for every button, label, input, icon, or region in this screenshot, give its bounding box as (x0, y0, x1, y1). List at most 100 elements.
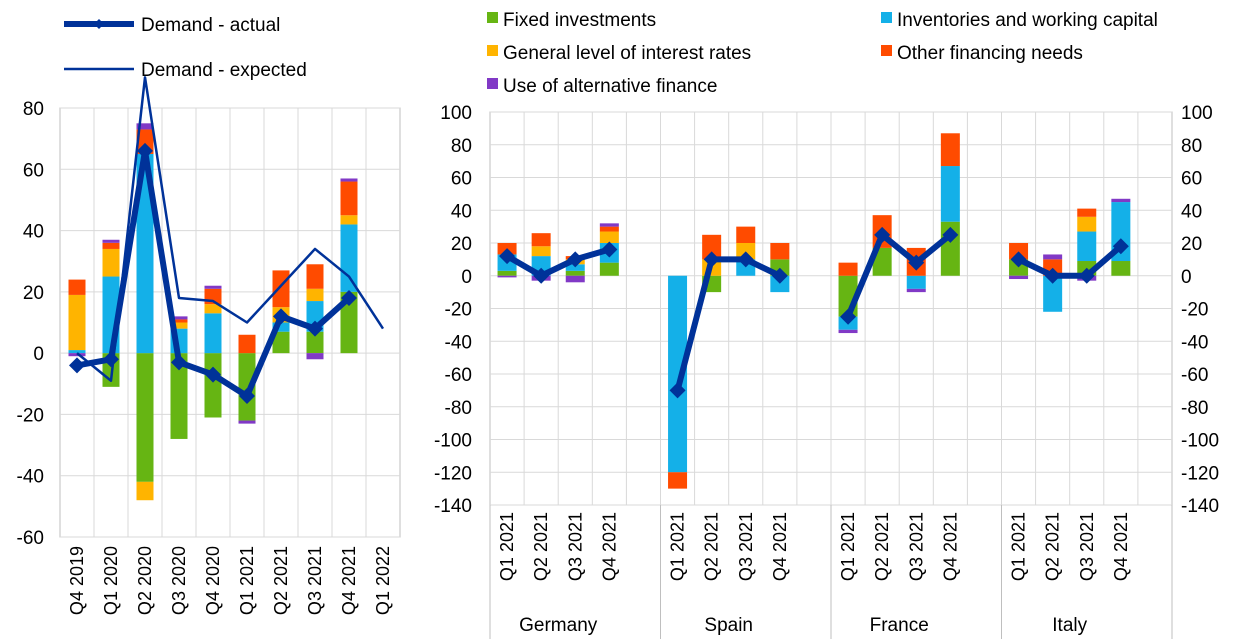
left-y-tick-label: -60 (17, 528, 44, 549)
right-y-tick-label-left: -20 (445, 300, 472, 321)
left-y-tick-label: 20 (23, 283, 44, 304)
right-spain-2-bar-interest (736, 243, 756, 260)
right-y-tick-label-right: 0 (1181, 267, 1192, 288)
left-actual-marker (103, 351, 119, 368)
right-group-label-italy: Italy (1052, 615, 1087, 636)
right-italy-x-category-label: Q2 2021 (1043, 512, 1063, 581)
left-x-category-label: Q2 2021 (271, 546, 291, 615)
right-germany-actual-marker (567, 251, 584, 268)
left-y-tick-label: 40 (23, 222, 44, 243)
left-x-category-label: Q1 2021 (237, 546, 257, 615)
left-1-bar-interest (102, 248, 120, 277)
right-group-label-germany: Germany (519, 615, 598, 636)
right-y-tick-label-left: 40 (451, 201, 472, 222)
left-expected-line (76, 76, 385, 382)
right-italy-actual-marker (1010, 251, 1027, 268)
right-spain-0-bar-other (668, 472, 688, 489)
right-y-tick-label-right: 20 (1181, 234, 1202, 255)
left-7-bar-alternative (306, 353, 324, 360)
right-germany-2-bar-inventories (565, 264, 585, 271)
right-y-tick-label-right: -60 (1181, 365, 1208, 386)
left-0-bar-other (68, 279, 86, 295)
left-x-category-label: Q4 2021 (339, 546, 359, 615)
left-4-bar-fixed (204, 353, 222, 418)
right-spain-2-bar-other (736, 226, 756, 243)
left-8-bar-inventories (340, 224, 358, 292)
right-spain-actual-marker (771, 267, 788, 284)
right-y-tick-label-right: -140 (1181, 496, 1219, 517)
legend-label-interest: General level of interest rates (503, 43, 751, 64)
right-y-tick-label-right: 80 (1181, 136, 1202, 157)
right-italy-actual-marker (1112, 238, 1129, 255)
right-y-tick-label-left: -100 (434, 431, 472, 452)
right-y-tick-label-right: -100 (1181, 431, 1219, 452)
legend-label-inventories: Inventories and working capital (897, 10, 1158, 31)
right-france-actual-line (845, 231, 953, 318)
left-y-tick-label: 0 (33, 344, 44, 365)
legend-swatch-other (881, 45, 892, 56)
right-italy-2-bar-interest (1077, 216, 1097, 232)
right-y-tick-label-left: -120 (434, 463, 472, 484)
legend-label-alternative: Use of alternative finance (503, 76, 717, 97)
right-germany-0-bar-fixed (497, 270, 517, 276)
left-2-bar-inventories (136, 153, 154, 354)
right-y-tick-label-left: -140 (434, 496, 472, 517)
right-france-actual-marker (874, 226, 891, 243)
legend-swatch-inventories (881, 12, 892, 23)
right-italy-actual-line (1017, 244, 1123, 279)
left-y-tick-label: -40 (17, 467, 44, 488)
legend-label-fixed: Fixed investments (503, 10, 656, 31)
left-0-bar-interest (68, 294, 86, 351)
right-germany-actual-line (505, 246, 611, 279)
right-france-3-bar-other (940, 133, 960, 167)
right-y-tick-label-right: -120 (1181, 463, 1219, 484)
left-1-bar-alternative (102, 239, 120, 243)
right-germany-x-category-label: Q4 2021 (599, 512, 619, 581)
right-germany-3-bar-fixed (599, 262, 619, 276)
right-italy-x-category-label: Q1 2021 (1009, 512, 1029, 581)
right-france-2-bar-alternative (906, 288, 926, 293)
right-y-tick-label-left: 20 (451, 234, 472, 255)
right-italy-0-bar-alternative (1009, 275, 1029, 280)
left-3-bar-interest (170, 322, 188, 329)
left-6-bar-fixed (272, 331, 290, 354)
left-x-category-label: Q3 2020 (169, 546, 189, 615)
legend-actual-marker (94, 19, 104, 29)
left-x-category-label: Q4 2020 (203, 546, 223, 615)
right-italy-1-bar-alternative (1043, 254, 1063, 260)
right-spain-x-category-label: Q2 2021 (702, 512, 722, 581)
right-france-actual-marker (942, 226, 959, 243)
right-y-tick-label-left: 60 (451, 169, 472, 190)
left-actual-marker (341, 289, 357, 306)
right-italy-3-bar-alternative (1111, 198, 1131, 203)
right-spain-3-bar-inventories (770, 275, 790, 293)
right-spain-actual-line (674, 256, 782, 392)
right-y-tick-label-right: -40 (1181, 332, 1208, 353)
left-4-bar-inventories (204, 313, 222, 354)
right-germany-3-bar-interest (599, 231, 619, 243)
left-2-bar-alternative (136, 123, 154, 130)
right-france-actual-marker (908, 254, 925, 271)
right-spain-actual-marker (669, 382, 686, 399)
right-germany-1-bar-interest (531, 246, 551, 257)
left-x-category-label: Q2 2020 (135, 546, 155, 615)
right-italy-actual-marker (1044, 267, 1061, 284)
right-france-actual-marker (840, 308, 857, 325)
right-germany-actual-marker (601, 241, 618, 258)
left-actual-marker (137, 142, 153, 159)
left-actual-marker (69, 357, 85, 374)
right-panel-chart: -140 -140 -120 -120 -100 -100 -80 -80 -60 -60 -40 -… (434, 103, 1219, 639)
right-france-1-bar-fixed (872, 247, 892, 276)
left-y-tick-label: 60 (23, 160, 44, 181)
left-x-category-label: Q1 2022 (373, 546, 393, 615)
left-actual-marker (171, 354, 187, 371)
left-6-bar-inventories (272, 322, 290, 332)
left-2-bar-fixed (136, 353, 154, 482)
right-spain-actual-marker (737, 251, 754, 268)
left-5-bar-fixed (238, 353, 256, 421)
right-italy-1-bar-inventories (1043, 275, 1063, 312)
right-y-tick-label-right: -80 (1181, 398, 1208, 419)
left-5-bar-other (238, 334, 256, 354)
legend-label-other: Other financing needs (897, 43, 1083, 64)
right-spain-1-bar-other (702, 234, 722, 260)
